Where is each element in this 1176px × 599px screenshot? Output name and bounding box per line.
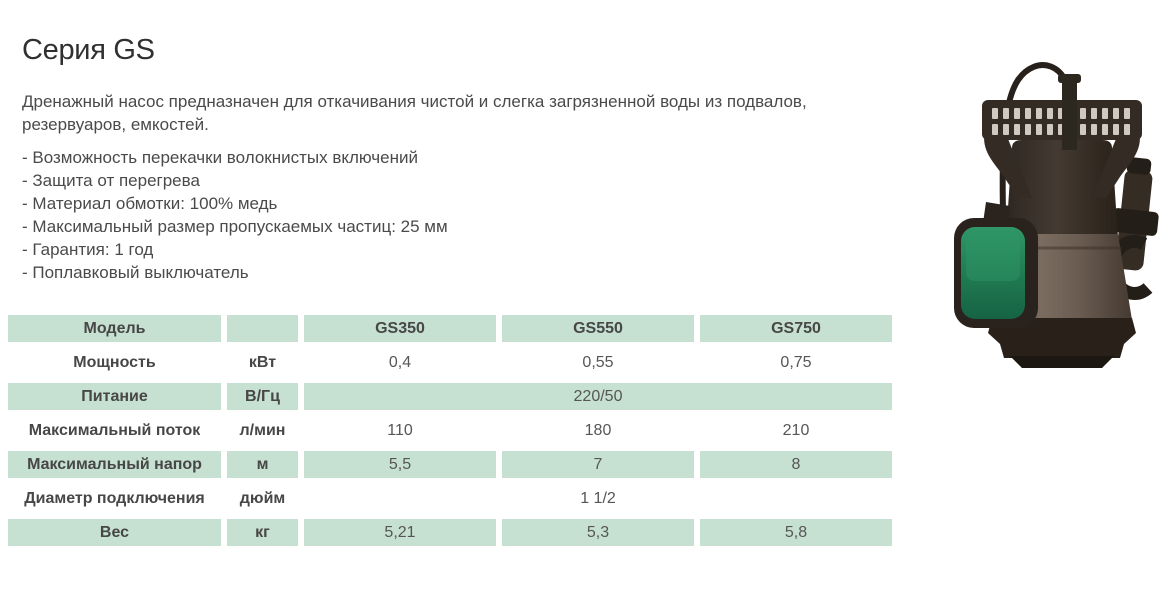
row-label: Максимальный напор	[8, 451, 221, 478]
row-label: Вес	[8, 519, 221, 546]
cell-value: 5,5	[304, 451, 496, 478]
description-line-2: резервуаров, емкостей.	[22, 115, 209, 134]
spec-table: Модель GS350 GS550 GS750 Мощность кВт 0,…	[2, 308, 898, 553]
pump-handle	[982, 74, 1142, 198]
row-label: Мощность	[8, 349, 221, 376]
product-description: Дренажный насос предназначен для откачив…	[22, 90, 807, 136]
feature-item: - Материал обмотки: 100% медь	[22, 194, 278, 213]
row-unit: л/мин	[227, 417, 298, 444]
cell-value: 210	[700, 417, 892, 444]
cell-value: 0,75	[700, 349, 892, 376]
row-unit: кВт	[227, 349, 298, 376]
spec-header-model-gs350: GS350	[304, 315, 496, 342]
product-photo	[952, 52, 1172, 397]
spec-row-max-flow: Максимальный поток л/мин 110 180 210	[8, 417, 892, 444]
spec-row-supply: Питание В/Гц 220/50	[8, 383, 892, 410]
row-unit: дюйм	[227, 485, 298, 512]
feature-item: - Гарантия: 1 год	[22, 240, 154, 259]
page-title: Серия GS	[22, 34, 155, 66]
spec-header-model-gs550: GS550	[502, 315, 694, 342]
row-label: Диаметр подключения	[8, 485, 221, 512]
feature-item: - Возможность перекачки волокнистых вклю…	[22, 148, 418, 167]
spec-header-row: Модель GS350 GS550 GS750	[8, 315, 892, 342]
row-unit: кг	[227, 519, 298, 546]
row-unit: м	[227, 451, 298, 478]
spec-header-unit	[227, 315, 298, 342]
cell-value: 0,55	[502, 349, 694, 376]
cell-value: 110	[304, 417, 496, 444]
cell-value: 8	[700, 451, 892, 478]
feature-item: - Поплавковый выключатель	[22, 263, 249, 282]
spec-header-model-gs750: GS750	[700, 315, 892, 342]
pump-base	[988, 318, 1136, 368]
spec-row-max-head: Максимальный напор м 5,5 7 8	[8, 451, 892, 478]
spec-row-power: Мощность кВт 0,4 0,55 0,75	[8, 349, 892, 376]
pump-image	[954, 62, 1159, 368]
spec-row-weight: Вес кг 5,21 5,3 5,8	[8, 519, 892, 546]
feature-list: - Возможность перекачки волокнистых вклю…	[22, 146, 448, 284]
spec-header-label: Модель	[8, 315, 221, 342]
pump-cable	[999, 62, 1073, 235]
spec-row-connection-diameter: Диаметр подключения дюйм 1 1/2	[8, 485, 892, 512]
cell-merged-value: 1 1/2	[304, 485, 892, 512]
feature-item: - Максимальный размер пропускаемых части…	[22, 217, 448, 236]
row-unit: В/Гц	[227, 383, 298, 410]
row-label: Питание	[8, 383, 221, 410]
cell-merged-value: 220/50	[304, 383, 892, 410]
row-label: Максимальный поток	[8, 417, 221, 444]
cell-value: 5,21	[304, 519, 496, 546]
cell-value: 5,3	[502, 519, 694, 546]
feature-item: - Защита от перегрева	[22, 171, 200, 190]
description-line-1: Дренажный насос предназначен для откачив…	[22, 92, 807, 111]
cell-value: 7	[502, 451, 694, 478]
pump-float-switch	[954, 202, 1038, 328]
cell-value: 0,4	[304, 349, 496, 376]
cell-value: 5,8	[700, 519, 892, 546]
cell-value: 180	[502, 417, 694, 444]
